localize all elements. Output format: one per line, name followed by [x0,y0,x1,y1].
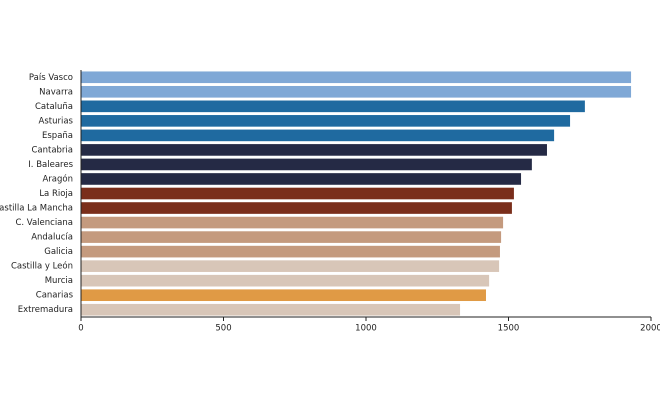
y-tick-label: Cantabria [31,145,73,155]
bar [81,173,522,185]
bar [81,216,504,229]
y-tick-label: Castilla La Mancha [0,204,73,214]
y-tick-label: Andalucía [31,233,73,243]
x-tick-label: 1500 [498,324,520,334]
y-tick-label: Cataluña [35,102,73,112]
bar [81,144,547,156]
bar [81,202,512,214]
y-tick-label: La Rioja [39,189,73,199]
y-tick-label: Galicia [44,247,73,257]
x-tick-label: 2000 [640,324,660,334]
bar [81,129,555,142]
y-tick-label: Navarra [39,87,73,97]
y-tick-label: País Vasco [29,73,73,83]
bar [81,115,571,127]
y-tick-label: Castilla y León [11,261,73,272]
bar [81,245,500,258]
bar [81,187,514,200]
y-tick-label: Murcia [45,276,73,286]
bar [81,260,500,272]
x-tick-label: 1000 [355,324,377,334]
x-tick-label: 0 [78,324,83,334]
y-tick-label: España [42,131,73,141]
bar [81,289,486,302]
x-tick-label: 500 [215,324,231,334]
y-tick-label: Asturias [39,116,74,126]
bar [81,303,461,316]
y-tick-label: I. Baleares [28,160,73,170]
bar [81,274,490,287]
bar [81,158,532,171]
bar [81,71,632,84]
bar [81,100,585,113]
y-tick-label: C. Valenciana [15,218,73,228]
y-tick-label: Canarias [36,291,74,301]
bar [81,85,632,98]
y-tick-label: Aragón [42,173,73,184]
bar [81,231,502,243]
y-tick-label: Extremadura [18,305,73,315]
